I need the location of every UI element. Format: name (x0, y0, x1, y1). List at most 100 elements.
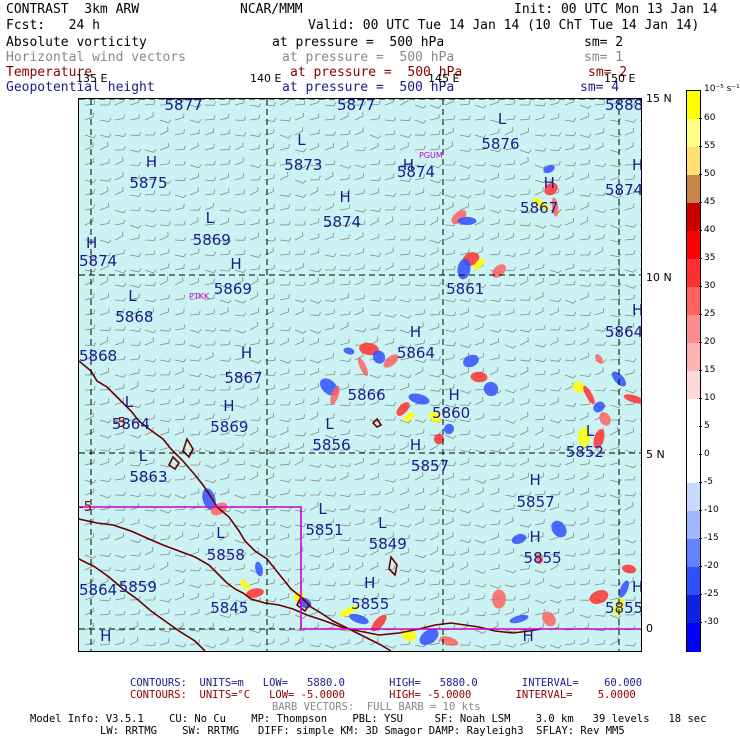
colorbar-level-label: 60 (704, 113, 716, 123)
height-contour-label: 5866 (347, 386, 386, 405)
pressure-center-label: L (128, 287, 137, 306)
lon-label-150: 150 E (604, 72, 636, 85)
colorbar-level-label: -20 (704, 561, 719, 571)
colorbar-tick (699, 118, 702, 119)
colorbar-level-label: 50 (704, 169, 716, 179)
colorbar-level-label: 45 (704, 197, 716, 207)
height-contour-label: 5876 (481, 135, 520, 154)
height-contour-label: 5863 (129, 467, 168, 486)
colorbar-segment (687, 231, 700, 260)
footer-model-info: Model Info: V3.5.1 CU: No Cu MP: Thompso… (30, 713, 707, 725)
footer-contours-temp: CONTOURS: UNITS=°C LOW= -5.0000 HIGH= -5… (130, 689, 636, 701)
field-sm-wind: sm= 1 (584, 50, 624, 65)
pressure-center-label: H (529, 471, 541, 490)
height-contour-label: 5858 (206, 545, 245, 564)
colorbar-segment (687, 315, 700, 344)
colorbar-segment (687, 371, 700, 400)
colorbar-level-label: 10 (704, 393, 716, 403)
colorbar-tick (699, 538, 702, 539)
colorbar-segment (687, 539, 700, 568)
height-contour-label: 5867 (224, 368, 263, 387)
field-level-vorticity: at pressure = 500 hPa (272, 35, 445, 50)
lon-label-145: 145 E (428, 72, 460, 85)
colorbar-level-label: 30 (704, 281, 716, 291)
pressure-center-label: H (409, 435, 422, 454)
pressure-center-label: H (223, 396, 235, 415)
colorbar-tick (699, 482, 702, 483)
colorbar-level-label: -5 (704, 477, 713, 487)
height-contour-label: 5861 (446, 280, 485, 299)
pressure-center-label: L (497, 110, 507, 129)
pressure-center-label: L (138, 446, 148, 465)
footer-contours-height: CONTOURS: UNITS=m LOW= 5880.0 HIGH= 5880… (130, 677, 643, 689)
colorbar-tick (699, 174, 702, 175)
lon-label-140: 140 E (250, 72, 282, 85)
height-contour-label: 5877 (164, 98, 203, 115)
footer-barbs: BARB VECTORS: FULL BARB = 10 kts (272, 701, 481, 713)
colorbar-level-label: 40 (704, 225, 716, 235)
colorbar-segment (687, 147, 700, 176)
height-contour-label: 5864 (396, 343, 436, 362)
colorbar-level-label: 55 (704, 141, 716, 151)
colorbar-segment (687, 567, 700, 596)
colorbar-level-label: -10 (704, 505, 719, 515)
colorbar-tick (699, 510, 702, 511)
height-contour-label: 5852 (565, 443, 604, 461)
height-contour-label: 5855 (351, 595, 390, 614)
colorbar-tick (699, 426, 702, 427)
colorbar-segment (687, 427, 700, 456)
height-contour-label: 5864 (79, 581, 118, 600)
height-contour-label: 5857 (410, 457, 450, 476)
colorbar-segment (687, 91, 700, 120)
height-contour-label: 5875 (129, 173, 168, 192)
station-ptkk: PTKK (189, 292, 210, 301)
colorbar-tick (699, 258, 702, 259)
colorbar-segment (687, 343, 700, 372)
lat-label-5n: 5 N (646, 448, 665, 461)
height-contour-label: 5845 (210, 598, 249, 617)
colorbar-tick (699, 398, 702, 399)
lon-label-135: 135 E (76, 72, 108, 85)
height-contour-label: 5864 (605, 322, 642, 341)
pressure-center-label: H (402, 156, 415, 175)
colorbar-level-label: 35 (704, 253, 716, 263)
pressure-center-label: H (339, 188, 351, 207)
colorbar-segment (687, 287, 700, 316)
colorbar-tick (699, 594, 702, 595)
lat-label-10n: 10 N (646, 271, 672, 284)
pressure-center-label: H (409, 322, 422, 341)
colorbar-tick (699, 146, 702, 147)
height-contour-label: 5855 (523, 549, 562, 568)
colorbar-segment (687, 455, 700, 484)
forecast-hour: Fcst: 24 h (6, 18, 100, 33)
pressure-center-label: L (378, 513, 387, 532)
pressure-center-label: L (297, 131, 306, 150)
colorbar-level-label: -30 (704, 617, 719, 627)
colorbar-tick (699, 342, 702, 343)
lat-label-0: 0 (646, 622, 653, 635)
height-contour-label: 5860 (432, 404, 471, 423)
colorbar-tick (699, 622, 702, 623)
height-contour-label: 5888 (605, 98, 642, 115)
height-contour-label: 5873 (284, 156, 323, 175)
field-level-temperature: at pressure = 500 hPa (290, 65, 463, 80)
height-contour-label: 5859 (118, 577, 157, 596)
wind-barbs (84, 99, 641, 649)
colorbar-tick (699, 286, 702, 287)
height-contour-label: 5869 (213, 280, 252, 299)
field-name-wind: Horizontal wind vectors (6, 50, 187, 65)
vorticity-shading (202, 164, 641, 646)
pressure-center-label: H (632, 303, 641, 318)
height-contour-label: 5849 (368, 535, 407, 554)
pressure-center-label: H (448, 386, 460, 405)
init-time: Init: 00 UTC Mon 13 Jan 14 (514, 2, 718, 17)
colorbar-tick (699, 566, 702, 567)
station-pgum: PGUM (419, 151, 443, 160)
colorbar-tick (699, 370, 702, 371)
colorbar-segment (687, 119, 700, 148)
colorbar-segment (687, 259, 700, 288)
colorbar-level-label: -25 (704, 589, 719, 599)
lat-lon-grid (79, 99, 641, 651)
height-contour-label: 5877 (337, 98, 376, 115)
map-canvas (79, 99, 641, 651)
